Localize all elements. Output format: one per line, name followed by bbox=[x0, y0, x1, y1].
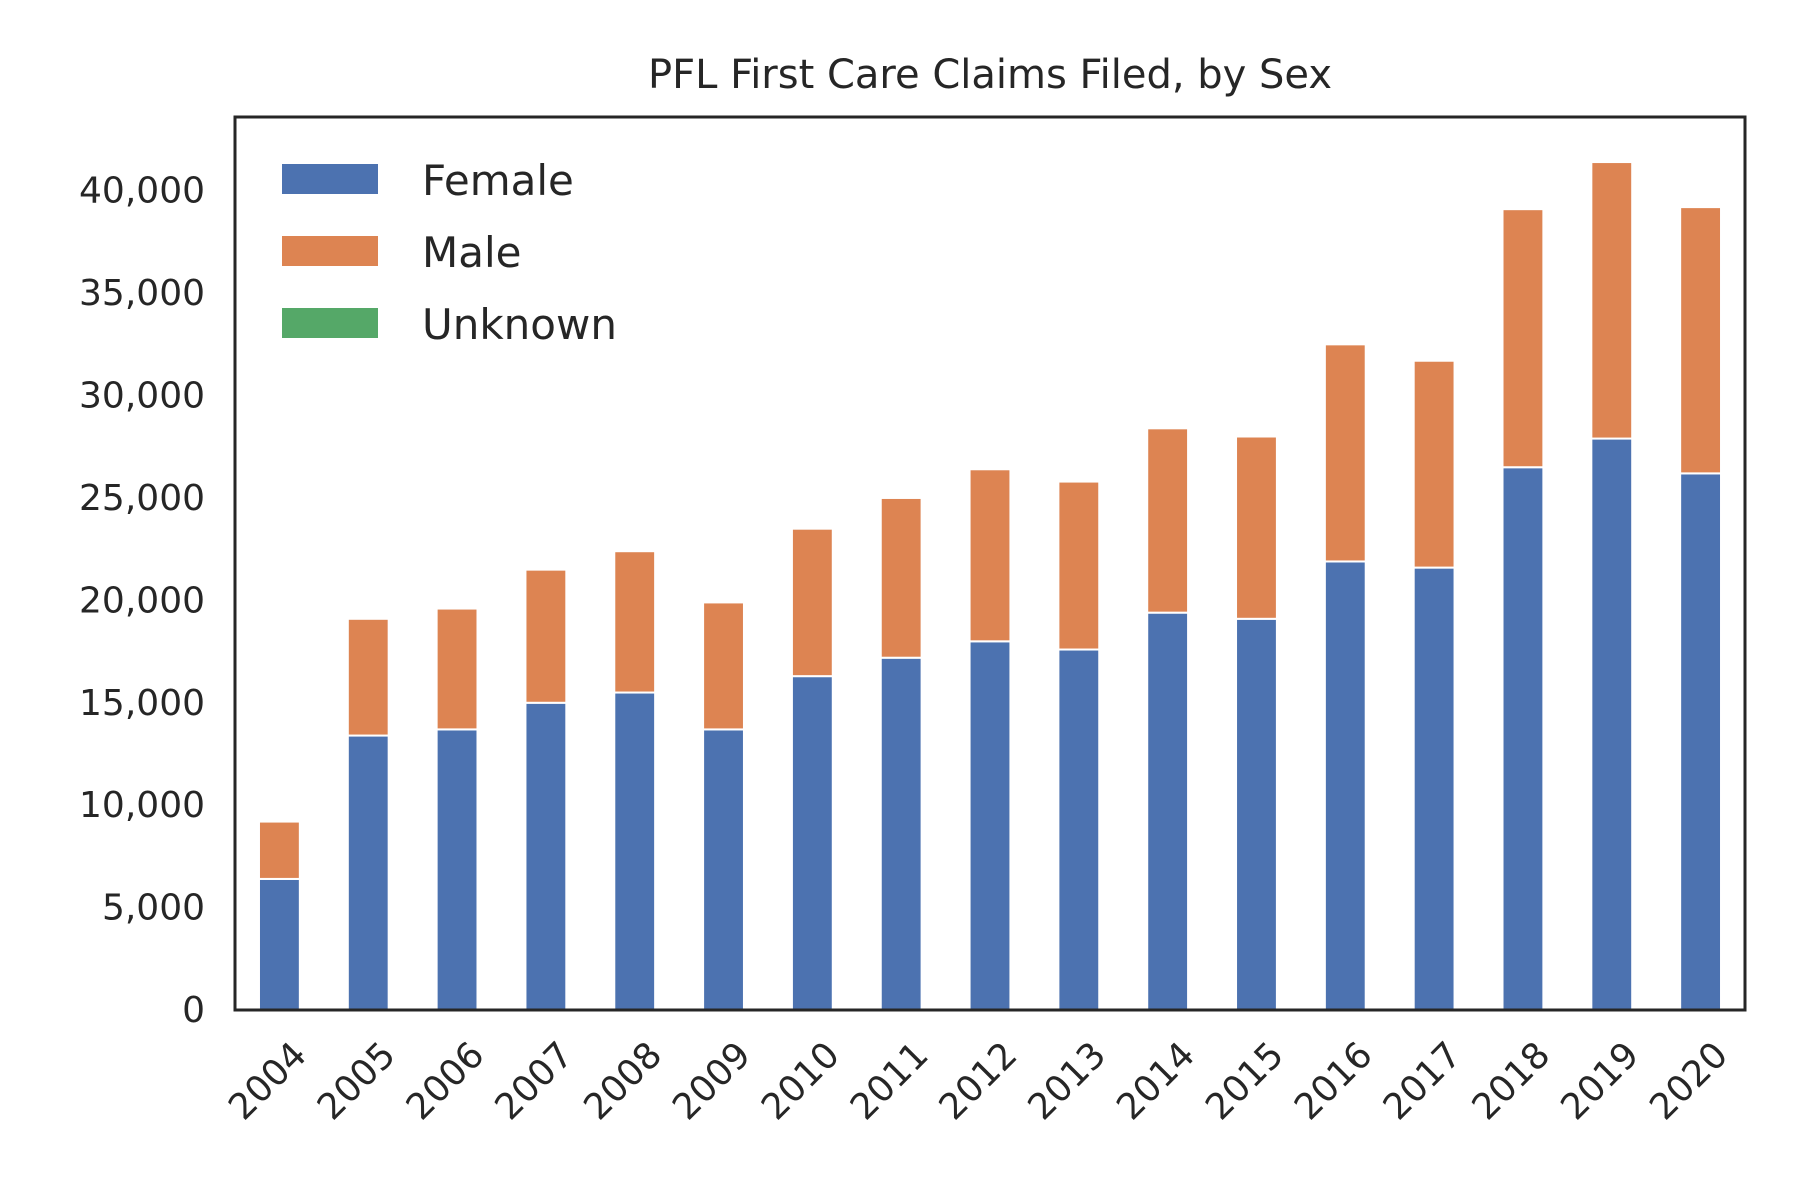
bar-male-2010 bbox=[790, 527, 834, 678]
x-axis-ticks: 2004200520062007200820092010201120122013… bbox=[221, 1034, 1736, 1128]
x-tick-label: 2004 bbox=[221, 1034, 315, 1128]
bar-male-2006 bbox=[435, 607, 479, 731]
y-tick-label: 30,000 bbox=[79, 376, 205, 417]
y-tick-label: 40,000 bbox=[79, 171, 205, 212]
bar-female-2012 bbox=[968, 640, 1012, 1012]
legend-label-female: Female bbox=[422, 156, 574, 205]
x-tick-label: 2011 bbox=[843, 1034, 937, 1128]
bar-male-2020 bbox=[1679, 206, 1723, 475]
x-tick-label: 2005 bbox=[310, 1034, 404, 1128]
bar-female-2010 bbox=[790, 675, 834, 1012]
y-tick-label: 10,000 bbox=[79, 785, 205, 826]
x-tick-label: 2015 bbox=[1198, 1034, 1292, 1128]
bar-male-2014 bbox=[1146, 427, 1190, 614]
x-tick-label: 2012 bbox=[932, 1034, 1026, 1128]
bar-male-2016 bbox=[1323, 343, 1367, 563]
bar-female-2008 bbox=[613, 691, 657, 1012]
bar-male-2005 bbox=[346, 617, 390, 737]
bar-male-2008 bbox=[613, 550, 657, 694]
bar-male-2004 bbox=[257, 820, 301, 880]
x-tick-label: 2007 bbox=[488, 1034, 582, 1128]
y-tick-label: 0 bbox=[182, 990, 205, 1031]
bar-female-2015 bbox=[1235, 617, 1278, 1011]
legend-swatch-unknown bbox=[282, 308, 378, 338]
chart-title: PFL First Care Claims Filed, by Sex bbox=[648, 52, 1332, 98]
y-tick-label: 35,000 bbox=[79, 273, 205, 314]
bar-female-2017 bbox=[1412, 566, 1456, 1011]
bar-male-2007 bbox=[524, 568, 568, 704]
bar-male-2009 bbox=[702, 601, 745, 731]
legend-label-male: Male bbox=[422, 228, 521, 277]
x-tick-label: 2010 bbox=[754, 1034, 848, 1128]
bar-female-2018 bbox=[1501, 466, 1545, 1011]
bars-layer bbox=[257, 161, 1723, 1012]
x-tick-label: 2014 bbox=[1109, 1034, 1203, 1128]
x-tick-label: 2016 bbox=[1287, 1034, 1381, 1128]
bar-female-2006 bbox=[435, 728, 479, 1012]
bar-male-2018 bbox=[1501, 208, 1545, 469]
bar-male-2011 bbox=[879, 496, 923, 659]
x-tick-label: 2009 bbox=[665, 1034, 759, 1128]
plot-frame bbox=[233, 115, 1747, 1012]
bar-female-2007 bbox=[524, 701, 568, 1012]
bar-male-2012 bbox=[968, 468, 1012, 643]
y-axis-ticks: 0 5,000 10,000 15,000 20,000 25,000 30,000 35,0… bbox=[79, 171, 205, 1031]
y-tick-label: 15,000 bbox=[79, 683, 205, 724]
x-tick-label: 2020 bbox=[1642, 1034, 1736, 1128]
x-tick-label: 2006 bbox=[399, 1034, 493, 1128]
y-tick-label: 20,000 bbox=[79, 580, 205, 621]
bar-female-2005 bbox=[346, 734, 390, 1011]
bar-female-2020 bbox=[1679, 472, 1723, 1011]
bar-female-2016 bbox=[1323, 560, 1367, 1011]
x-tick-label: 2019 bbox=[1553, 1034, 1647, 1128]
legend-swatch-male bbox=[282, 236, 378, 266]
bar-female-2011 bbox=[879, 656, 923, 1011]
x-tick-label: 2017 bbox=[1376, 1034, 1470, 1128]
bar-female-2019 bbox=[1590, 437, 1634, 1011]
bar-female-2004 bbox=[257, 877, 301, 1011]
x-tick-label: 2018 bbox=[1465, 1034, 1559, 1128]
bar-female-2009 bbox=[702, 728, 745, 1012]
bar-male-2017 bbox=[1412, 359, 1456, 569]
y-tick-label: 5,000 bbox=[102, 888, 205, 929]
bar-male-2013 bbox=[1057, 480, 1101, 651]
bar-male-2019 bbox=[1590, 161, 1634, 440]
y-tick-label: 25,000 bbox=[79, 478, 205, 519]
bar-female-2013 bbox=[1057, 648, 1101, 1012]
x-tick-label: 2008 bbox=[576, 1034, 670, 1128]
bar-female-2014 bbox=[1146, 611, 1190, 1011]
x-tick-label: 2013 bbox=[1020, 1034, 1114, 1128]
bar-male-2015 bbox=[1235, 435, 1278, 620]
legend-swatch-female bbox=[282, 164, 378, 194]
legend-label-unknown: Unknown bbox=[422, 300, 617, 349]
legend: Female Male Unknown bbox=[282, 156, 617, 349]
